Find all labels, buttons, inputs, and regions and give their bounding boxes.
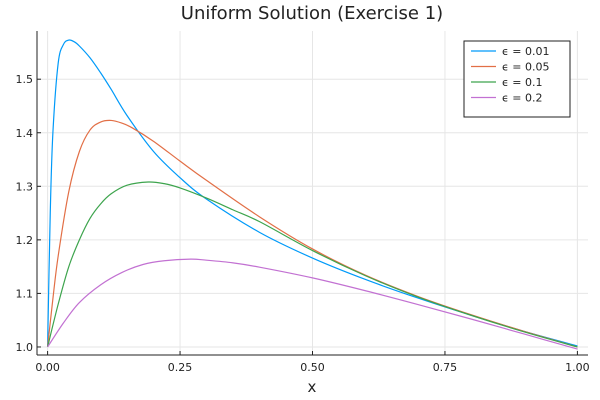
x-tick-label: 0.50 [300, 361, 325, 374]
series-line-0 [47, 39, 578, 347]
series-layer [47, 39, 578, 350]
legend-label: ϵ = 0.01 [502, 45, 549, 58]
x-tick-label: 0.25 [168, 361, 193, 374]
legend-label: ϵ = 0.2 [502, 92, 542, 105]
y-tick-label: 1.2 [16, 234, 34, 247]
y-tick-label: 1.5 [16, 73, 34, 86]
y-tick-label: 1.0 [16, 341, 34, 354]
chart-title: Uniform Solution (Exercise 1) [181, 3, 443, 24]
legend-label: ϵ = 0.1 [502, 76, 542, 89]
legend-box [463, 40, 571, 118]
x-tick-label: 1.00 [565, 361, 590, 374]
axes-layer: 0.00 0.25 0.50 0.75 1.00 1.0 1.1 1.2 1.3 1.4 1.5 [16, 31, 590, 374]
grid-layer [37, 31, 588, 355]
y-tick-label: 1.1 [16, 287, 34, 300]
y-tick-label: 1.4 [16, 127, 34, 140]
series-line-2 [47, 181, 578, 348]
series-line-3 [47, 258, 578, 350]
x-axis-label: x [308, 378, 317, 396]
legend-label: ϵ = 0.05 [502, 61, 549, 74]
legend: ϵ = 0.01 ϵ = 0.05 ϵ = 0.1 ϵ = 0.2 [463, 40, 571, 118]
x-tick-label: 0.75 [433, 361, 458, 374]
y-tick-label: 1.3 [16, 180, 34, 193]
x-tick-label: 0.00 [35, 361, 60, 374]
